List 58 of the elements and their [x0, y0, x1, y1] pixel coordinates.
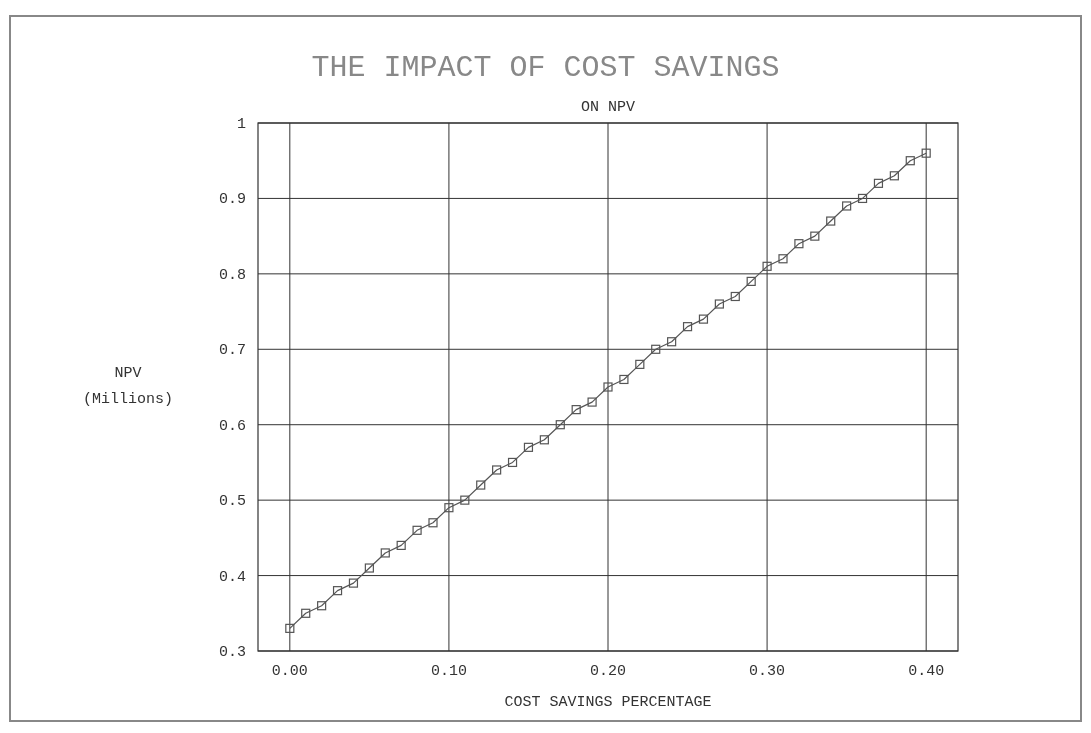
y-tick-label: 0.8 [218, 266, 246, 284]
point [444, 503, 454, 513]
y-tick-label: 0.9 [218, 191, 246, 209]
point [842, 201, 852, 211]
point [507, 457, 518, 468]
point [348, 578, 359, 588]
point [682, 322, 693, 332]
y-tick-label: 0.7 [218, 342, 246, 360]
chart-subtitle: ON NPV [580, 99, 636, 116]
x-tick-label: 0.40 [908, 663, 945, 680]
y-tick-label: 0.4 [218, 568, 246, 586]
point [651, 344, 661, 354]
point [857, 193, 868, 204]
chart-title: THE IMPACT OF COST SAVINGS [311, 51, 780, 85]
point [714, 299, 724, 309]
x-tick-label: 0.30 [749, 663, 786, 680]
point [762, 261, 772, 271]
point [332, 586, 343, 596]
point [476, 480, 486, 490]
y-tick-label: 0.6 [218, 417, 246, 435]
x-tick-label: 0.20 [589, 663, 627, 680]
point [364, 563, 374, 573]
point [873, 178, 884, 188]
point [396, 540, 406, 550]
x-axis-title: COST SAVINGS PERCENTAGE [504, 694, 712, 711]
point [539, 435, 549, 445]
x-tick-label: 0.00 [271, 663, 308, 680]
point [730, 291, 740, 302]
point [285, 623, 295, 633]
point [317, 601, 327, 611]
point [810, 231, 820, 241]
point [794, 239, 804, 249]
point [778, 254, 788, 264]
point [428, 518, 438, 528]
point [667, 337, 677, 347]
point [921, 148, 931, 158]
point [635, 359, 645, 369]
point [412, 525, 422, 535]
y-axis-title: NPV (Millions) [82, 365, 174, 408]
point [571, 405, 581, 415]
point [603, 382, 613, 392]
y-tick-label: 0.5 [218, 493, 246, 511]
point [523, 442, 534, 452]
y-tick-label: 0.3 [218, 644, 246, 661]
point [492, 465, 502, 475]
point [905, 156, 915, 166]
point [587, 397, 597, 407]
x-tick-label: 0.10 [430, 663, 467, 680]
point [698, 314, 709, 324]
point [380, 548, 390, 558]
point [460, 495, 470, 505]
point [746, 276, 756, 286]
y-tick-label: 1 [236, 116, 246, 133]
point [555, 420, 565, 430]
point [301, 608, 311, 618]
point [619, 374, 629, 385]
point [889, 171, 899, 181]
point [826, 216, 836, 226]
